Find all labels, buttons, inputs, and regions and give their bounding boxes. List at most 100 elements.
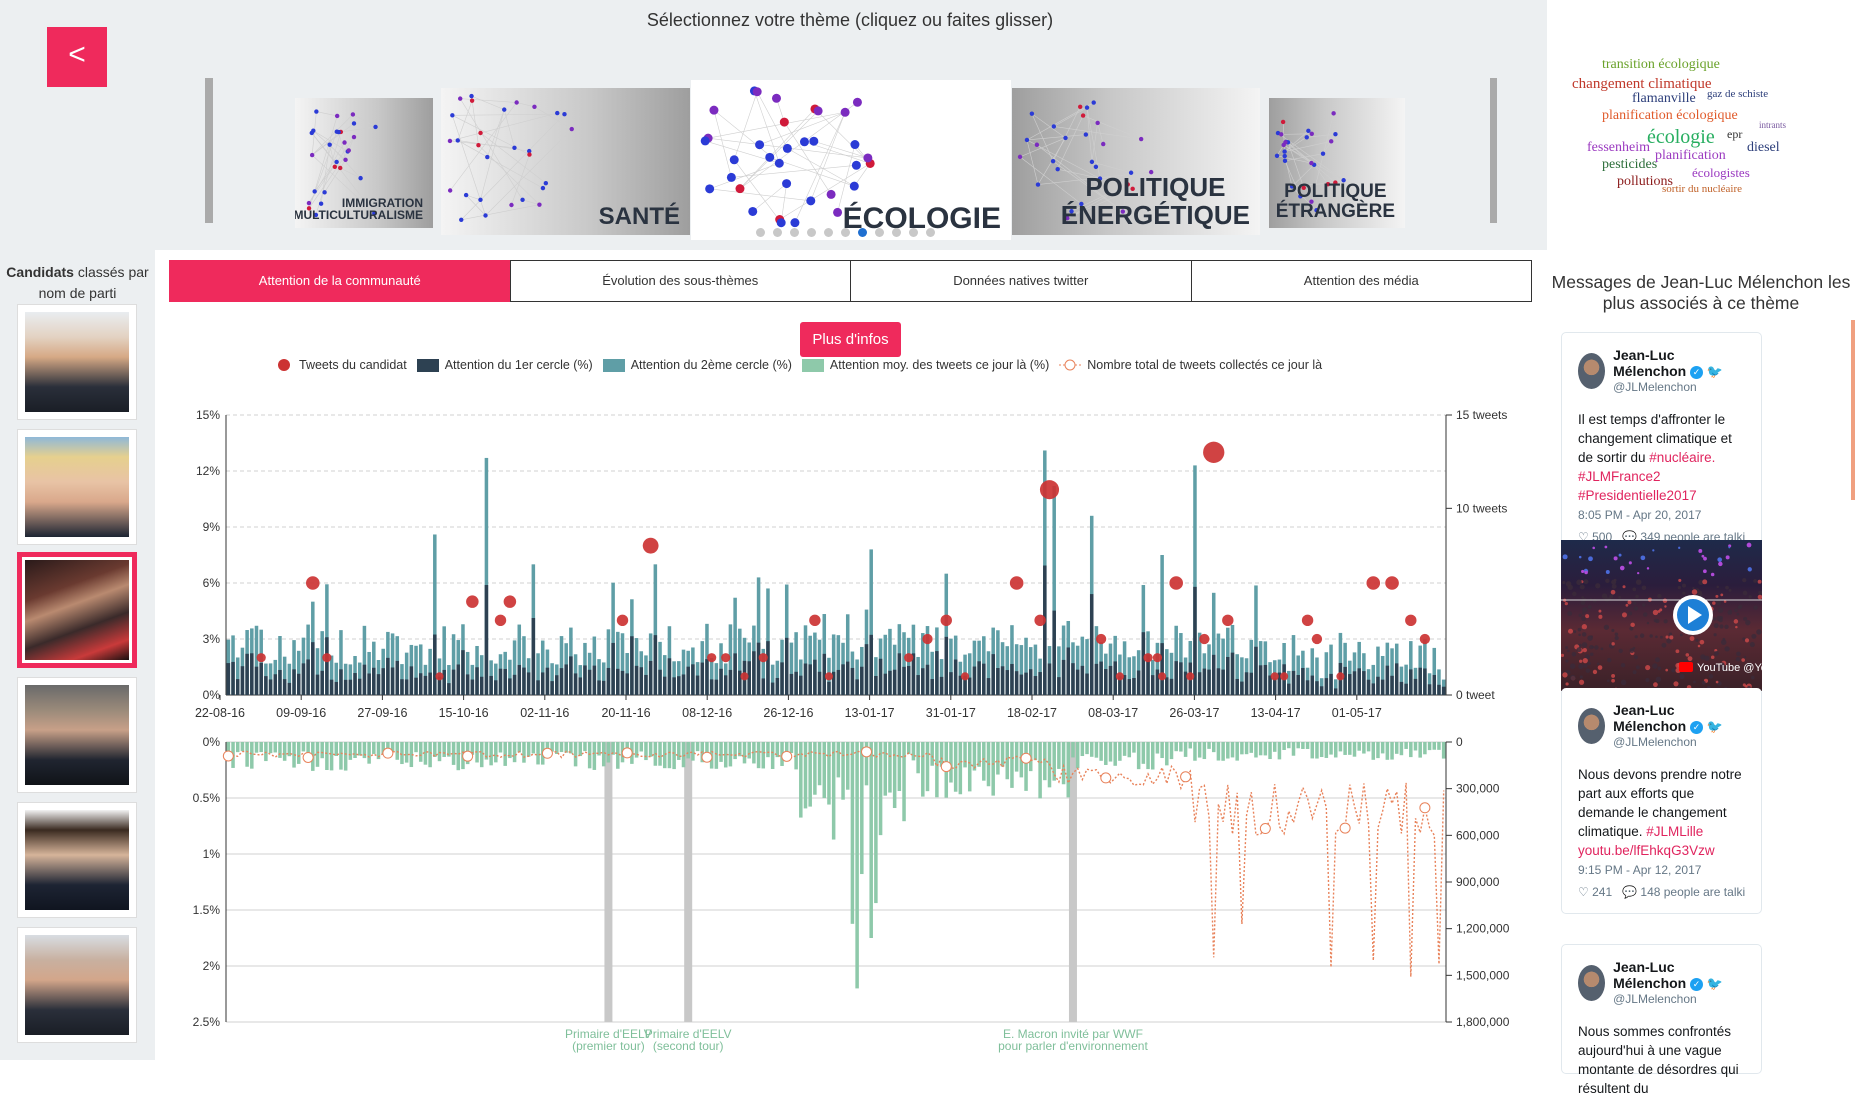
like-icon[interactable]: ♡ 241 xyxy=(1578,885,1612,899)
carousel-dot[interactable] xyxy=(756,228,765,237)
carousel-dot[interactable] xyxy=(824,228,833,237)
avatar xyxy=(25,437,129,537)
tab-media-attention[interactable]: Attention des média xyxy=(1191,260,1533,302)
word-cloud-word[interactable]: planification écologique xyxy=(1602,108,1738,124)
tweet-handle[interactable]: @JLMelenchon xyxy=(1613,735,1745,749)
carousel-dot[interactable] xyxy=(926,228,935,237)
more-info-button[interactable]: Plus d'infos xyxy=(800,322,901,357)
bar-avg-attention xyxy=(766,742,770,757)
y-tick-label: 1% xyxy=(203,847,221,861)
slide-ecologie[interactable]: ÉCOLOGIE xyxy=(691,80,1011,240)
comment-icon[interactable]: 💬 148 people are talking abo... xyxy=(1622,885,1745,899)
slide-immigration[interactable]: IMMIGRATION & MULTICULTURALISME xyxy=(295,98,433,228)
word-cloud-word[interactable]: transition écologique xyxy=(1602,57,1720,73)
carousel[interactable]: IMMIGRATION & MULTICULTURALISME SANTÉ ÉC… xyxy=(0,40,1547,210)
word-cloud-word[interactable]: pesticides xyxy=(1602,157,1657,173)
youtube-video[interactable]: YouTube @YouTube xyxy=(1561,540,1762,691)
legend-total[interactable]: Nombre total de tweets collectés ce jour… xyxy=(1059,358,1322,372)
legend-first-circle[interactable]: Attention du 1er cercle (%) xyxy=(417,358,593,372)
bar-first-circle xyxy=(860,667,864,695)
bar-avg-attention xyxy=(1329,742,1333,755)
bar-avg-attention xyxy=(996,742,1000,775)
word-cloud-word[interactable]: fessenheim xyxy=(1587,140,1650,156)
carousel-dot[interactable] xyxy=(773,228,782,237)
tweet-author[interactable]: Jean-Luc Mélenchon xyxy=(1613,702,1686,734)
word-cloud-word[interactable]: gaz de schiste xyxy=(1707,88,1768,100)
tweet-card[interactable]: Jean-Luc Mélenchon ✓ 🐦 @JLMelenchon Il e… xyxy=(1561,332,1762,559)
candidate-dupont-aignan[interactable] xyxy=(17,927,137,1043)
tab-subtheme-evolution[interactable]: Évolution des sous-thèmes xyxy=(510,260,852,302)
bar-avg-attention xyxy=(691,742,695,761)
bar-avg-attention xyxy=(344,742,348,771)
tweet-card[interactable]: Jean-Luc Mélenchon ✓ 🐦 @JLMelenchon Nous… xyxy=(1561,944,1762,1074)
slide-politique-etrangere[interactable]: POLITIQUE ÉTRANGÈRE xyxy=(1269,98,1405,228)
tweet-point xyxy=(740,672,748,680)
bar-first-circle xyxy=(1212,655,1216,695)
carousel-dots[interactable] xyxy=(756,228,935,237)
candidate-fillon[interactable] xyxy=(17,677,137,793)
tweet-point xyxy=(1302,615,1313,626)
legend-tweets[interactable]: Tweets du candidat xyxy=(275,358,407,372)
tab-community-attention[interactable]: Attention de la communauté xyxy=(169,260,511,302)
carousel-dot[interactable] xyxy=(807,228,816,237)
tweet-handle[interactable]: @JLMelenchon xyxy=(1613,380,1745,394)
slide-politique-energetique[interactable]: POLITIQUE ÉNERGÉTIQUE xyxy=(1012,88,1260,235)
tweet-date[interactable]: 9:15 PM - Apr 12, 2017 xyxy=(1578,863,1745,877)
word-cloud-word[interactable]: diesel xyxy=(1747,140,1780,156)
word-cloud-word[interactable]: planification xyxy=(1655,148,1726,164)
carousel-dot[interactable] xyxy=(875,228,884,237)
bar-avg-attention xyxy=(457,742,461,770)
carousel-dot[interactable] xyxy=(790,228,799,237)
bar-avg-attention xyxy=(823,742,827,798)
bar-avg-attention xyxy=(935,742,939,797)
legend-avg[interactable]: Attention moy. des tweets ce jour là (%) xyxy=(802,358,1049,372)
bar-avg-attention xyxy=(532,742,536,753)
slide-sante[interactable]: SANTÉ xyxy=(441,88,690,235)
carousel-dot[interactable] xyxy=(858,228,867,237)
twitter-bird-icon[interactable]: 🐦 xyxy=(1707,976,1723,991)
tweet-author[interactable]: Jean-Luc Mélenchon xyxy=(1613,959,1686,991)
bar-first-circle xyxy=(494,680,498,695)
word-cloud-word[interactable]: flamanville xyxy=(1632,91,1696,107)
word-cloud-word[interactable]: sortir du nucléaire xyxy=(1662,183,1742,195)
tab-native-twitter[interactable]: Données natives twitter xyxy=(850,260,1192,302)
carousel-dot[interactable] xyxy=(892,228,901,237)
word-cloud-word[interactable]: intrants xyxy=(1759,120,1786,130)
bar-first-circle xyxy=(607,668,611,695)
word-cloud-word[interactable]: écologistes xyxy=(1692,165,1750,181)
carousel-dot[interactable] xyxy=(909,228,918,237)
twitter-bird-icon[interactable]: 🐦 xyxy=(1707,719,1723,734)
carousel-edge-right[interactable] xyxy=(1490,78,1497,223)
bar-avg-attention xyxy=(1221,742,1225,761)
bar-avg-attention xyxy=(1024,742,1028,791)
event-label: (premier tour) xyxy=(572,1039,645,1053)
bar-avg-attention xyxy=(489,742,493,765)
candidate-macron[interactable] xyxy=(17,304,137,420)
bar-avg-attention xyxy=(869,742,873,938)
bar-first-circle xyxy=(1057,677,1061,695)
bar-avg-attention xyxy=(1334,742,1338,757)
candidate-hamon[interactable] xyxy=(17,802,137,918)
carousel-dot[interactable] xyxy=(841,228,850,237)
bar-first-circle xyxy=(1423,668,1427,695)
tweet-date[interactable]: 8:05 PM - Apr 20, 2017 xyxy=(1578,508,1745,522)
total-tweets-point xyxy=(542,748,552,758)
candidate-le-pen[interactable] xyxy=(17,429,137,545)
y-tick-label: 2% xyxy=(203,959,221,973)
candidate-melenchon[interactable] xyxy=(17,552,137,668)
word-cloud-word[interactable]: écologie xyxy=(1647,126,1715,149)
legend-label: Attention moy. des tweets ce jour là (%) xyxy=(830,358,1049,372)
twitter-bird-icon[interactable]: 🐦 xyxy=(1707,364,1723,379)
bar-first-circle xyxy=(1085,674,1089,695)
tweet-card[interactable]: Jean-Luc Mélenchon ✓ 🐦 @JLMelenchon Nous… xyxy=(1561,688,1762,914)
bar-first-circle xyxy=(668,658,672,695)
tweet-handle[interactable]: @JLMelenchon xyxy=(1613,992,1745,1006)
total-tweets-point xyxy=(303,752,313,762)
word-cloud-word[interactable]: epr xyxy=(1727,127,1742,142)
bar-first-circle xyxy=(372,668,376,695)
scrollbar[interactable] xyxy=(1851,320,1855,500)
carousel-edge-left[interactable] xyxy=(205,78,213,223)
tweet-author[interactable]: Jean-Luc Mélenchon xyxy=(1613,347,1686,379)
legend-second-circle[interactable]: Attention du 2ème cercle (%) xyxy=(603,358,792,372)
